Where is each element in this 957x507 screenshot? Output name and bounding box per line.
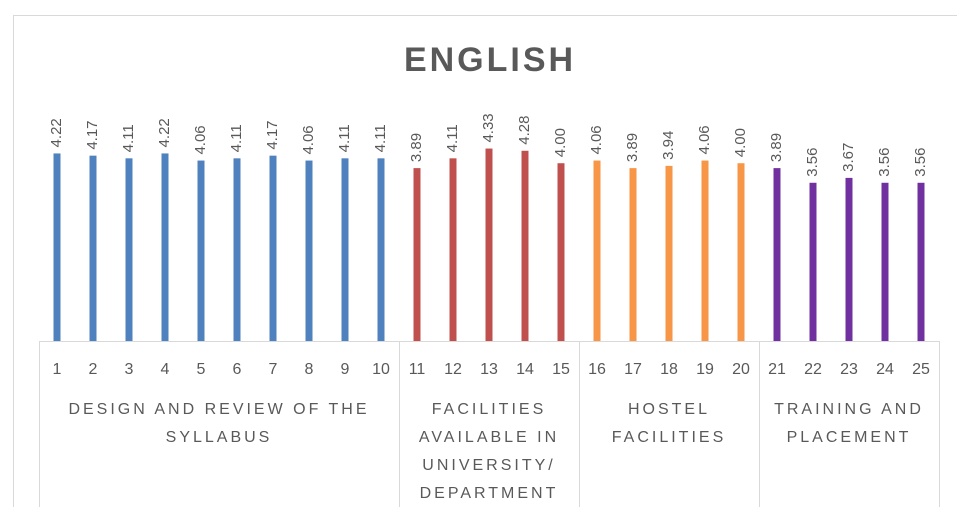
bar bbox=[341, 158, 349, 341]
bar bbox=[593, 160, 601, 341]
value-label: 4.33 bbox=[480, 113, 497, 142]
value-label: 3.89 bbox=[768, 133, 785, 162]
value-label: 4.28 bbox=[516, 116, 533, 145]
chart-border bbox=[13, 15, 957, 507]
value-label: 4.22 bbox=[156, 118, 173, 147]
x-tick-label: 22 bbox=[804, 361, 822, 378]
value-label: 4.11 bbox=[336, 124, 353, 152]
bar bbox=[125, 158, 133, 341]
value-label: 4.11 bbox=[120, 124, 137, 152]
x-tick-label: 16 bbox=[588, 361, 606, 378]
bar bbox=[665, 165, 673, 341]
group-label: TRAINING AND PLACEMENT bbox=[774, 401, 924, 446]
value-label: 4.11 bbox=[228, 124, 245, 152]
bar bbox=[917, 182, 925, 341]
bar bbox=[305, 160, 313, 341]
value-label: 4.17 bbox=[84, 120, 101, 149]
value-label: 4.06 bbox=[300, 125, 317, 154]
value-label: 3.56 bbox=[912, 148, 929, 177]
value-label: 4.06 bbox=[696, 125, 713, 154]
x-tick-label: 14 bbox=[516, 361, 534, 378]
bar bbox=[197, 160, 205, 341]
x-tick-label: 23 bbox=[840, 361, 858, 378]
value-label: 4.06 bbox=[588, 125, 605, 154]
value-label: 3.56 bbox=[804, 148, 821, 177]
x-tick-label: 9 bbox=[341, 361, 350, 378]
x-tick-label: 15 bbox=[552, 361, 570, 378]
group-label: HOSTEL FACILITIES bbox=[611, 401, 727, 446]
bar bbox=[53, 153, 61, 341]
bar bbox=[845, 177, 853, 341]
bar bbox=[629, 168, 637, 341]
x-tick-label: 20 bbox=[732, 361, 750, 378]
bar bbox=[89, 155, 97, 341]
x-tick-label: 12 bbox=[444, 361, 462, 378]
chart-title: ENGLISH bbox=[404, 41, 576, 79]
x-tick-label: 4 bbox=[161, 361, 170, 378]
x-tick-label: 8 bbox=[305, 361, 314, 378]
x-tick-label: 7 bbox=[269, 361, 278, 378]
value-label: 4.22 bbox=[48, 118, 65, 147]
x-tick-label: 3 bbox=[125, 361, 134, 378]
bar bbox=[233, 158, 241, 341]
bar bbox=[701, 160, 709, 341]
x-tick-label: 1 bbox=[53, 361, 62, 378]
bar bbox=[269, 155, 277, 341]
value-label: 3.94 bbox=[660, 131, 677, 160]
value-label: 4.11 bbox=[372, 124, 389, 152]
bar bbox=[557, 163, 565, 341]
x-tick-label: 5 bbox=[197, 361, 206, 378]
bar bbox=[737, 163, 745, 341]
x-tick-label: 25 bbox=[912, 361, 930, 378]
bar bbox=[449, 158, 457, 341]
value-label: 4.00 bbox=[732, 128, 749, 157]
bar bbox=[521, 150, 529, 341]
value-label: 4.00 bbox=[552, 128, 569, 157]
x-tick-label: 24 bbox=[876, 361, 894, 378]
x-tick-label: 18 bbox=[660, 361, 678, 378]
value-label: 3.89 bbox=[408, 133, 425, 162]
bar bbox=[881, 182, 889, 341]
bar bbox=[161, 153, 169, 341]
group-label: DESIGN AND REVIEW OF THE SYLLABUS bbox=[68, 401, 370, 446]
bar bbox=[809, 182, 817, 341]
bar bbox=[773, 168, 781, 341]
value-label: 4.17 bbox=[264, 120, 281, 149]
bar bbox=[485, 148, 493, 341]
value-label: 3.89 bbox=[624, 133, 641, 162]
value-label: 4.11 bbox=[444, 124, 461, 152]
x-tick-label: 6 bbox=[233, 361, 242, 378]
x-tick-label: 11 bbox=[409, 361, 426, 378]
bar bbox=[377, 158, 385, 341]
value-label: 4.06 bbox=[192, 125, 209, 154]
x-tick-label: 21 bbox=[768, 361, 786, 378]
value-label: 3.67 bbox=[840, 143, 857, 172]
x-tick-label: 19 bbox=[696, 361, 714, 378]
x-tick-label: 10 bbox=[372, 361, 390, 378]
x-tick-label: 13 bbox=[480, 361, 498, 378]
x-tick-label: 17 bbox=[624, 361, 642, 378]
bar bbox=[413, 168, 421, 341]
x-tick-label: 2 bbox=[89, 361, 98, 378]
value-label: 3.56 bbox=[876, 148, 893, 177]
group-label: FACILITIES AVAILABLE IN UNIVERSITY/ DEPA… bbox=[418, 401, 560, 502]
